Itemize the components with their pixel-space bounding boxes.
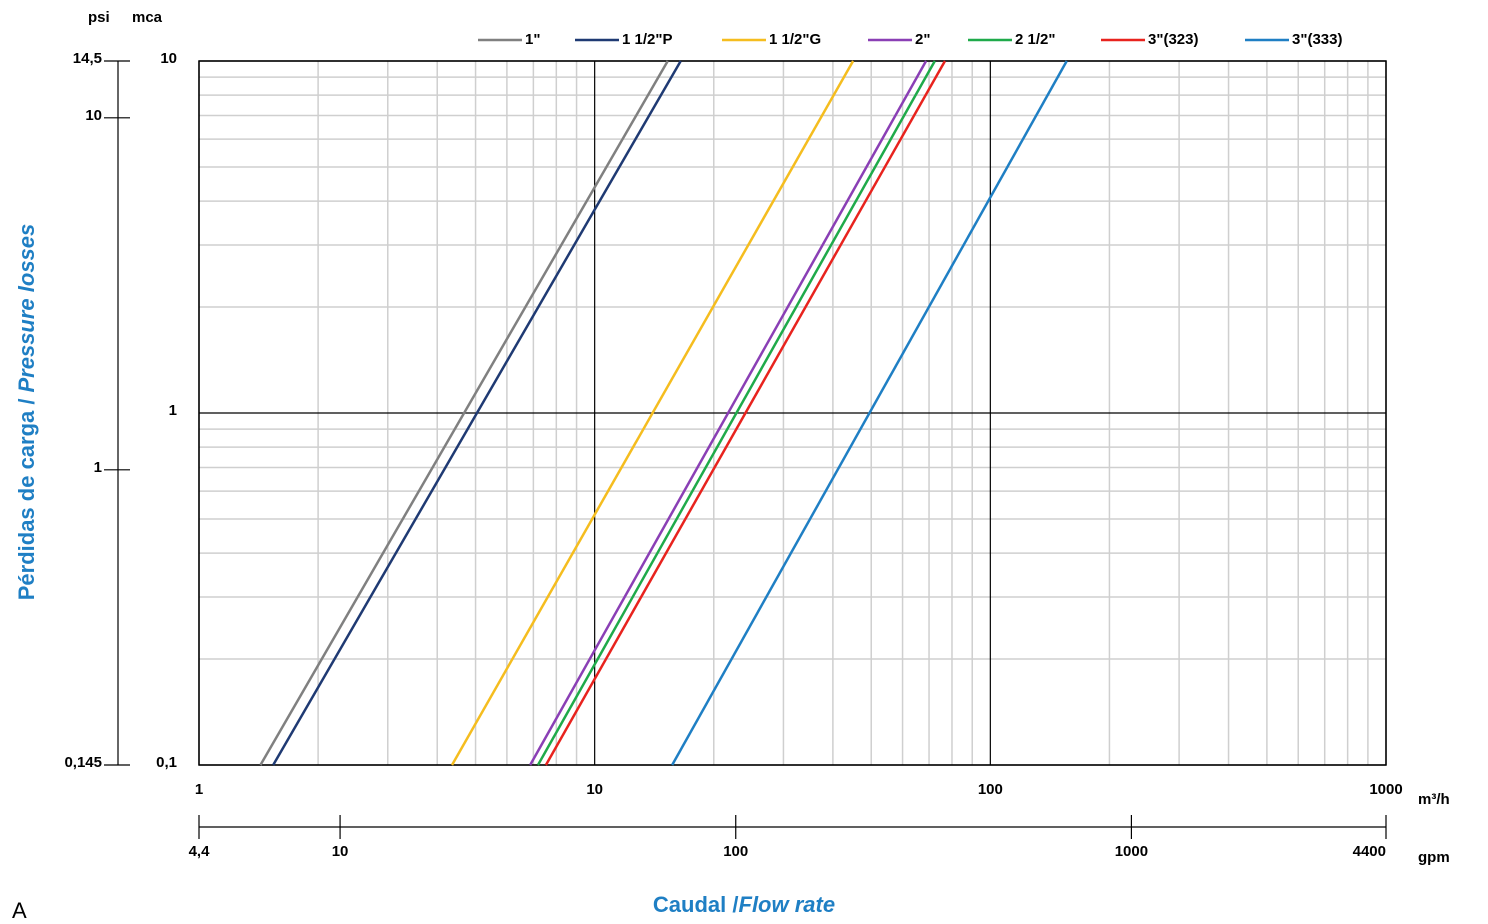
x-tick-label: 1 (195, 781, 203, 798)
x2-tick-label: 1000 (1115, 843, 1148, 860)
x-title-main: Caudal / (653, 892, 739, 917)
series-line (536, 60, 936, 766)
x-unit: m³/h (1418, 791, 1450, 808)
y-title-main: Pérdidas de carga / (14, 399, 39, 601)
plot-frame (198, 60, 1387, 766)
y-tick-label: 1 (169, 402, 177, 419)
series-line (259, 60, 669, 766)
y-title-italic: Pressure losses (14, 224, 39, 393)
y2-tick-label: 10 (85, 107, 102, 124)
x2-tick-label: 10 (332, 843, 349, 860)
series-line (529, 60, 928, 766)
series-line (450, 60, 855, 766)
x-tick-label: 1000 (1369, 781, 1402, 798)
x-title-italic: Flow rate (739, 892, 836, 917)
x-title: Caudal /Flow rate (653, 892, 835, 917)
legend-label: 2 1/2" (1015, 31, 1055, 48)
y2-tick-label: 0,145 (64, 754, 102, 771)
legend-label: 3"(333) (1292, 31, 1342, 48)
y-unit: mca (132, 9, 163, 26)
legend-label: 1" (525, 31, 540, 48)
x2-tick-label: 100 (723, 843, 748, 860)
y2-tick-label: 1 (94, 459, 102, 476)
y2-unit: psi (88, 9, 110, 26)
legend-label: 1 1/2"G (769, 31, 821, 48)
y-title: Pérdidas de carga / Pressure losses (14, 224, 39, 601)
y-tick-label: 10 (160, 50, 177, 67)
corner-label: A (12, 898, 27, 923)
y2-tick-label: 14,5 (73, 50, 102, 67)
y-tick-label: 0,1 (156, 754, 177, 771)
legend-label: 3"(323) (1148, 31, 1198, 48)
series-line (544, 60, 947, 766)
x-tick-label: 100 (978, 781, 1003, 798)
x2-unit: gpm (1418, 849, 1450, 866)
legend-label: 2" (915, 31, 930, 48)
x2-tick-label: 4,4 (189, 843, 211, 860)
legend-label: 1 1/2"P (622, 31, 672, 48)
series-line (671, 60, 1068, 766)
x-tick-label: 10 (586, 781, 603, 798)
x2-tick-label: 4400 (1353, 843, 1386, 860)
series-line (272, 60, 682, 766)
